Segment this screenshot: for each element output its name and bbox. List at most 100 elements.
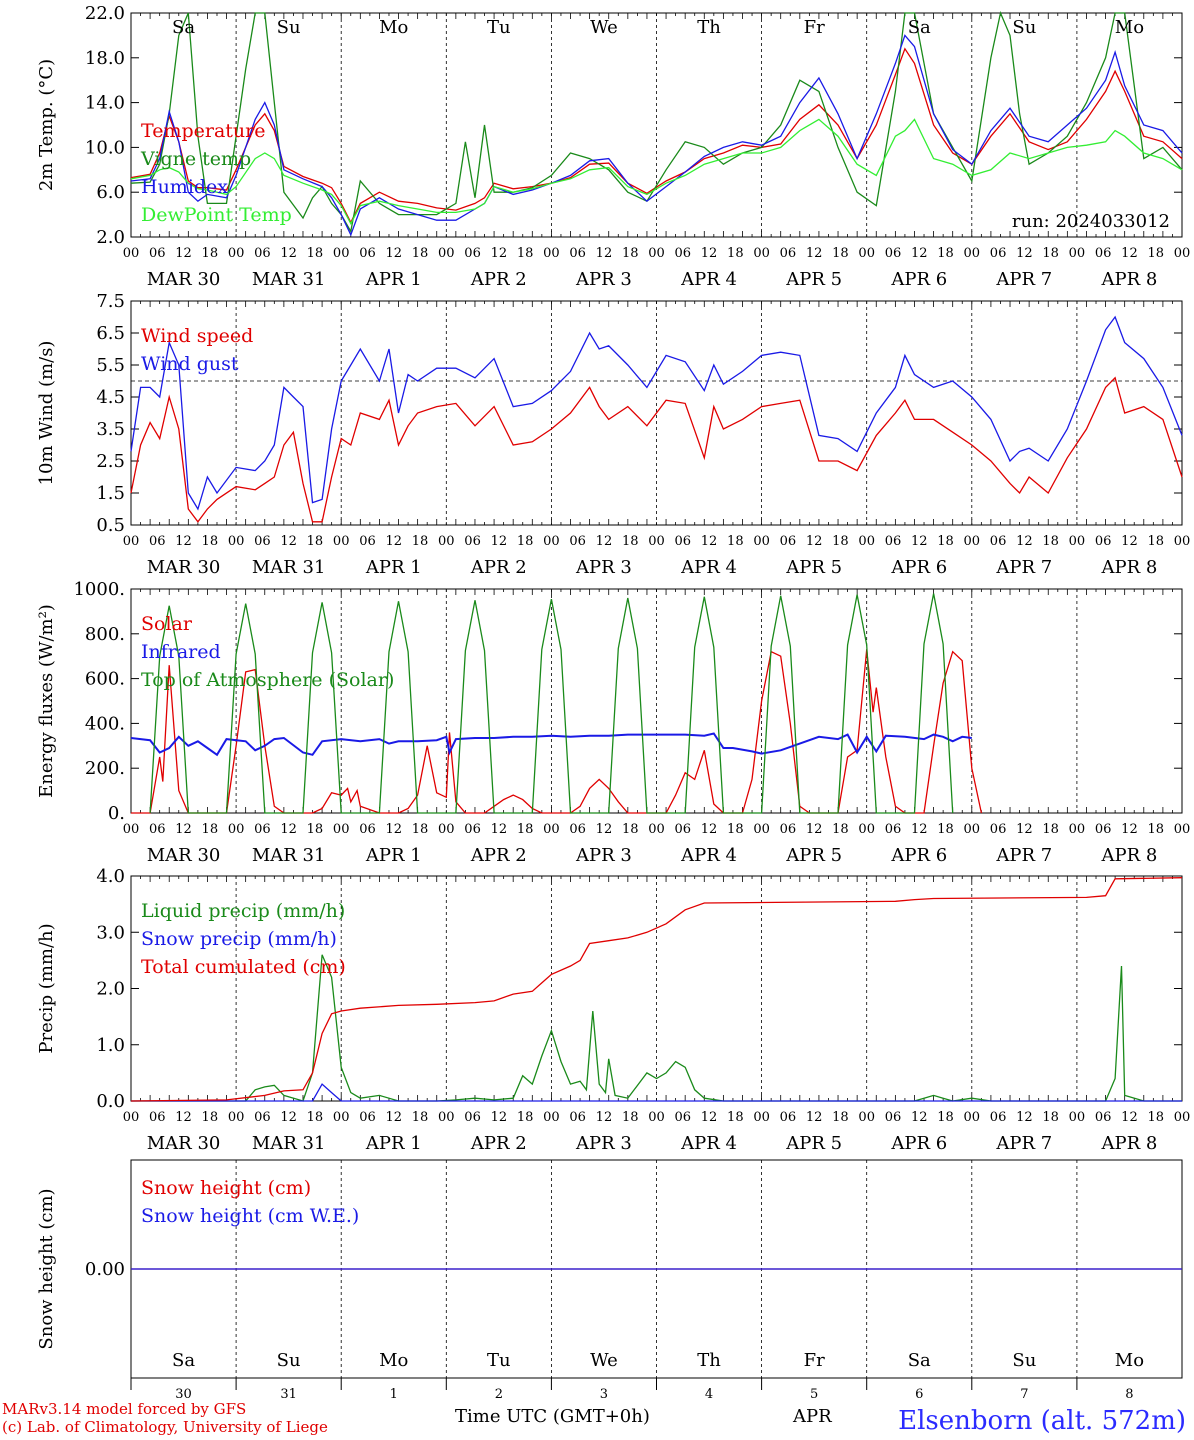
hour-tick-label: 06 xyxy=(1095,822,1112,837)
hour-tick-label: 06 xyxy=(990,822,1007,837)
y-tick-label: 14.0 xyxy=(85,93,125,114)
legend-entry: Total cumulated (cm) xyxy=(141,956,346,978)
hour-tick-label: 12 xyxy=(1016,246,1033,261)
weekday-label: Sa xyxy=(172,1350,195,1371)
date-label: APR 2 xyxy=(470,1133,527,1154)
y-axis-title: 10m Wind (m/s) xyxy=(36,341,57,486)
y-tick-label: 3.5 xyxy=(96,419,125,440)
hour-tick-label: 00 xyxy=(438,822,455,837)
hour-tick-label: 00 xyxy=(123,1110,140,1125)
hour-tick-label: 06 xyxy=(359,534,376,549)
hour-tick-label: 18 xyxy=(622,246,639,261)
y-axis-title: Snow height (cm) xyxy=(36,1188,57,1349)
hour-tick-label: 00 xyxy=(333,246,350,261)
y-tick-label: 7.5 xyxy=(96,291,125,312)
hour-tick-label: 06 xyxy=(149,822,166,837)
hour-tick-label: 00 xyxy=(858,534,875,549)
day-number-label: 7 xyxy=(1020,1387,1028,1402)
hour-tick-label: 00 xyxy=(1069,246,1086,261)
credit-text: MARv3.14 model forced by GFS (c) Lab. of… xyxy=(2,1400,328,1436)
series-line xyxy=(130,118,1183,225)
hour-tick-label: 00 xyxy=(333,534,350,549)
hour-tick-label: 06 xyxy=(885,1110,902,1125)
hour-tick-label: 00 xyxy=(1174,534,1191,549)
hour-tick-label: 00 xyxy=(543,246,560,261)
hour-tick-label: 06 xyxy=(675,534,692,549)
y-tick-label: 0.0 xyxy=(96,1091,125,1112)
hour-tick-label: 00 xyxy=(333,822,350,837)
hour-tick-label: 06 xyxy=(1095,1110,1112,1125)
y-tick-label: 4.0 xyxy=(96,866,125,887)
legend-entry: Snow precip (mm/h) xyxy=(141,928,337,950)
hour-tick-label: 12 xyxy=(1016,1110,1033,1125)
date-label: APR 2 xyxy=(470,269,527,290)
hour-tick-label: 06 xyxy=(464,534,481,549)
hour-tick-label: 06 xyxy=(254,534,271,549)
hour-tick-label: 18 xyxy=(832,1110,849,1125)
hour-tick-label: 00 xyxy=(1174,822,1191,837)
hour-tick-label: 18 xyxy=(1042,534,1059,549)
date-label: APR 6 xyxy=(890,557,947,578)
date-label: APR 7 xyxy=(995,557,1052,578)
hour-tick-label: 06 xyxy=(569,534,586,549)
y-tick-label: 4.5 xyxy=(96,387,125,408)
hour-tick-label: 06 xyxy=(149,1110,166,1125)
date-label: MAR 30 xyxy=(147,845,221,866)
hour-tick-label: 06 xyxy=(885,534,902,549)
y-tick-label: 0.00 xyxy=(85,1259,125,1280)
panel-4: 0.0 1.0 2.0 3.0 4.0 Precip (mm/h) Liquid preci… xyxy=(36,866,1190,1154)
hour-tick-label: 18 xyxy=(202,246,219,261)
hour-tick-label: 06 xyxy=(780,246,797,261)
hour-tick-label: 12 xyxy=(596,246,613,261)
hour-tick-label: 12 xyxy=(1016,822,1033,837)
weekday-label: Tu xyxy=(487,1350,511,1371)
hour-tick-label: 18 xyxy=(517,1110,534,1125)
hour-tick-label: 18 xyxy=(937,822,954,837)
date-label: APR 3 xyxy=(575,557,632,578)
legend-entry: Solar xyxy=(141,613,193,635)
hour-tick-label: 00 xyxy=(1174,1110,1191,1125)
series-line xyxy=(130,10,1183,234)
legend-entry: Temperature xyxy=(141,120,265,142)
weekday-label: Mo xyxy=(379,1350,408,1371)
day-number-label: 5 xyxy=(810,1387,818,1402)
hour-tick-label: 12 xyxy=(1121,822,1138,837)
credit-line-model: MARv3.14 model forced by GFS xyxy=(2,1400,247,1418)
date-label: APR 8 xyxy=(1101,845,1158,866)
y-tick-label: 2.0 xyxy=(96,979,125,1000)
hour-tick-label: 12 xyxy=(1121,1110,1138,1125)
hour-tick-label: 06 xyxy=(464,1110,481,1125)
hour-tick-label: 06 xyxy=(780,822,797,837)
hour-tick-label: 12 xyxy=(911,534,928,549)
weekday-label: Mo xyxy=(1115,17,1144,38)
hour-tick-label: 00 xyxy=(648,534,665,549)
hour-tick-label: 00 xyxy=(543,534,560,549)
hour-tick-label: 06 xyxy=(569,1110,586,1125)
hour-tick-label: 12 xyxy=(806,822,823,837)
y-tick-label: 600. xyxy=(85,669,125,690)
legend-entry: Top of Atmosphere (Solar) xyxy=(141,669,394,691)
hour-tick-label: 18 xyxy=(307,1110,324,1125)
y-tick-label: 800. xyxy=(85,624,125,645)
date-label: APR 6 xyxy=(890,845,947,866)
hour-tick-label: 18 xyxy=(622,1110,639,1125)
hour-tick-label: 12 xyxy=(701,246,718,261)
hour-tick-label: 06 xyxy=(780,534,797,549)
hour-tick-label: 06 xyxy=(675,822,692,837)
hour-tick-label: 00 xyxy=(964,1110,981,1125)
day-number-label: 31 xyxy=(280,1387,297,1402)
panel-frame xyxy=(130,588,1183,814)
hour-tick-label: 00 xyxy=(753,534,770,549)
hour-tick-label: 06 xyxy=(254,822,271,837)
hour-tick-label: 06 xyxy=(254,1110,271,1125)
date-label: MAR 31 xyxy=(252,557,326,578)
hour-tick-label: 12 xyxy=(806,1110,823,1125)
legend-entry: Wind gust xyxy=(141,353,239,375)
hour-tick-label: 12 xyxy=(280,246,297,261)
hour-tick-label: 12 xyxy=(911,822,928,837)
date-label: APR 2 xyxy=(470,845,527,866)
weekday-label: We xyxy=(590,17,618,38)
date-label: APR 7 xyxy=(995,845,1052,866)
hour-tick-label: 06 xyxy=(359,1110,376,1125)
hour-tick-label: 18 xyxy=(832,822,849,837)
